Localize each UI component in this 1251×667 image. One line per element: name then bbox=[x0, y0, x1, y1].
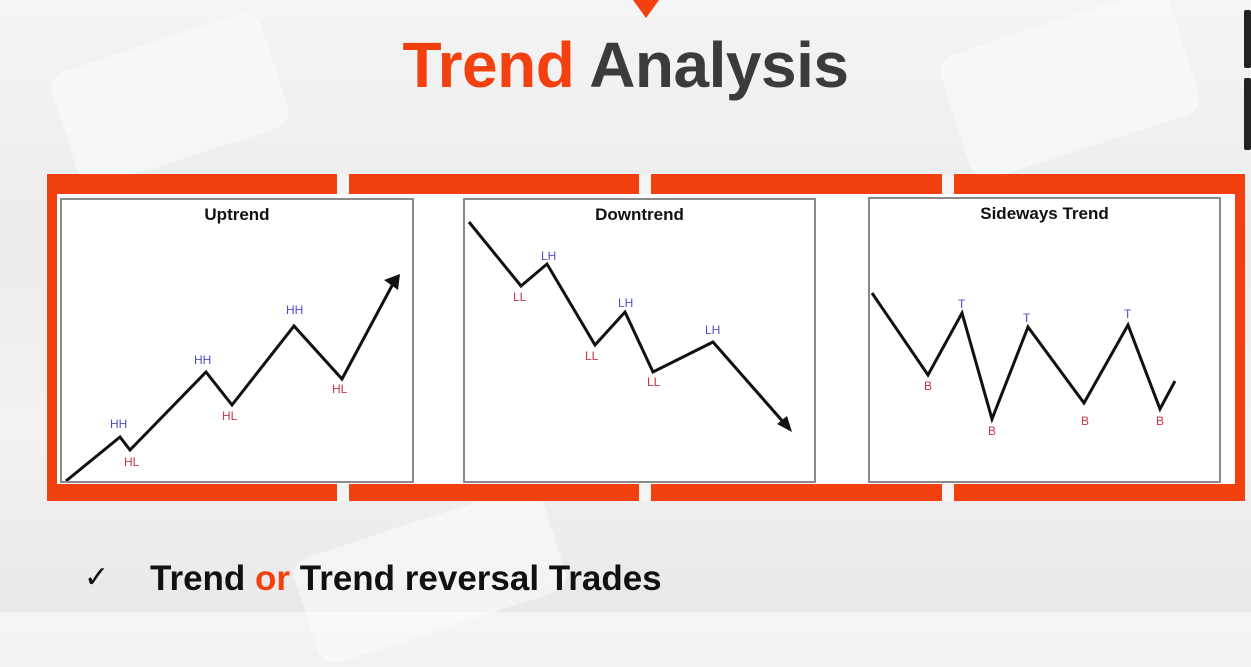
uptrend-diagram: HH HL HH HL HH HL bbox=[65, 274, 400, 481]
uptrend-line bbox=[65, 279, 397, 481]
edge-bar bbox=[1244, 10, 1251, 68]
uptrend-label: HH bbox=[194, 353, 211, 367]
title-word-analysis: Analysis bbox=[589, 29, 849, 101]
page-title: Trend Analysis bbox=[0, 28, 1251, 102]
bullet-word-trend: Trend bbox=[150, 559, 246, 598]
downtrend-diagram: LL LH LL LH LL LH bbox=[467, 221, 792, 432]
sideways-panel: Sideways Trend B T B T B T B bbox=[868, 197, 1221, 483]
uptrend-label: HH bbox=[110, 417, 127, 431]
uptrend-label: HL bbox=[222, 409, 238, 423]
top-triangle-marker bbox=[633, 0, 659, 18]
sideways-label: B bbox=[988, 424, 996, 438]
title-word-trend: Trend bbox=[402, 29, 575, 101]
sideways-diagram: B T B T B T B bbox=[870, 292, 1177, 438]
downtrend-label: LH bbox=[705, 323, 720, 337]
downtrend-label: LL bbox=[513, 290, 527, 304]
sideways-label: T bbox=[1124, 307, 1132, 321]
downtrend-label: LL bbox=[585, 349, 599, 363]
checkmark-icon: ✓ bbox=[84, 561, 110, 594]
sideways-title: Sideways Trend bbox=[980, 204, 1109, 223]
downtrend-panel: Downtrend LL LH LL LH LL LH bbox=[463, 198, 816, 483]
frame-gap bbox=[639, 174, 651, 194]
downtrend-label: LH bbox=[541, 249, 556, 263]
sideways-label: T bbox=[1023, 311, 1031, 325]
downtrend-label: LL bbox=[647, 375, 661, 389]
frame-gap bbox=[942, 174, 954, 194]
frame-gap bbox=[639, 484, 651, 501]
uptrend-title: Uptrend bbox=[204, 205, 270, 224]
downtrend-label: LH bbox=[618, 296, 633, 310]
frame-gap bbox=[337, 174, 349, 194]
bullet-word-or: or bbox=[255, 559, 291, 598]
downtrend-arrowhead bbox=[777, 416, 792, 432]
uptrend-label: HL bbox=[124, 455, 140, 469]
frame-gap bbox=[337, 484, 349, 501]
downtrend-line bbox=[467, 221, 787, 425]
bullet-word-reversal: Trend reversal Trades bbox=[299, 559, 662, 598]
edge-bar bbox=[1244, 78, 1251, 150]
uptrend-arrowhead bbox=[384, 274, 400, 290]
uptrend-panel: Uptrend HH HL HH HL HH HL bbox=[60, 198, 414, 483]
frame-gap bbox=[942, 484, 954, 501]
sideways-label: T bbox=[958, 297, 966, 311]
sideways-line bbox=[870, 292, 1177, 424]
uptrend-label: HL bbox=[332, 382, 348, 396]
uptrend-label: HH bbox=[286, 303, 303, 317]
sideways-label: B bbox=[1156, 414, 1164, 428]
sideways-label: B bbox=[1081, 414, 1089, 428]
sideways-label: B bbox=[924, 379, 932, 393]
bullet-text: Trend or Trend reversal Trades bbox=[150, 559, 662, 599]
downtrend-title: Downtrend bbox=[595, 205, 684, 224]
